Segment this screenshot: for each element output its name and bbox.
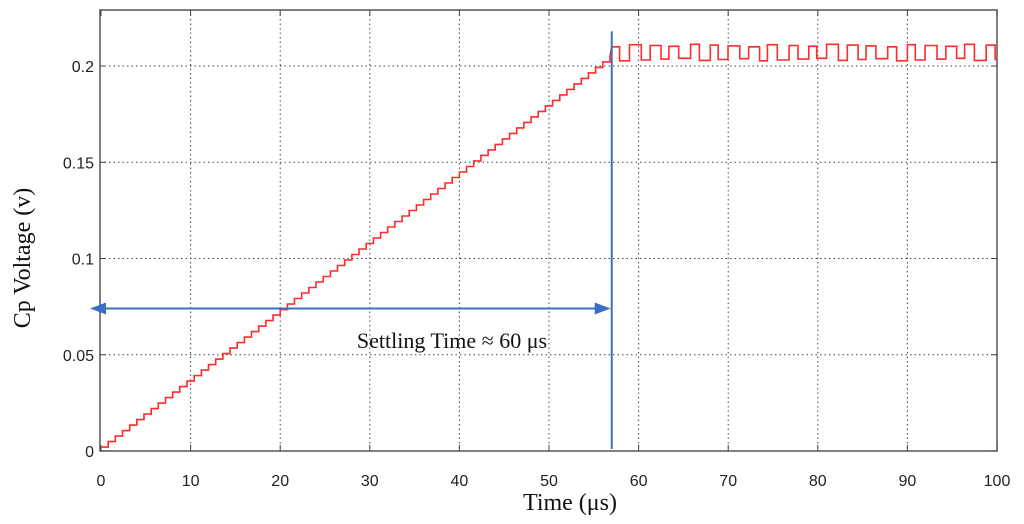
- x-tick-label: 90: [899, 473, 917, 490]
- x-tick-label: 0: [97, 473, 106, 490]
- x-tick-label: 100: [984, 473, 1011, 490]
- x-tick-label: 50: [540, 473, 558, 490]
- settling-time-label: Settling Time ≈ 60 μs: [357, 328, 547, 353]
- x-tick-label: 60: [630, 473, 648, 490]
- y-tick-label: 0.1: [72, 252, 94, 269]
- x-tick-labels: 0 10 20 30 40 50 60 70 80 90 100: [97, 473, 1011, 490]
- grid-lines: [100, 10, 997, 451]
- x-axis-label: Time (μs): [523, 490, 617, 516]
- series-line-cp-voltage: [101, 43, 997, 448]
- y-tick-labels: 0 0.05 0.1 0.15 0.2: [63, 59, 94, 461]
- y-tick-label: 0.2: [72, 59, 94, 76]
- y-tick-label: 0.05: [63, 348, 94, 365]
- y-tick-label: 0.15: [63, 155, 94, 172]
- x-tick-label: 40: [451, 473, 469, 490]
- axis-ticks: [100, 10, 998, 452]
- settling-time-annotation: [90, 31, 613, 449]
- arrow-head-left: [90, 302, 106, 315]
- x-tick-label: 70: [719, 473, 737, 490]
- arrow-head-right: [594, 302, 611, 315]
- x-tick-label: 20: [271, 473, 289, 490]
- y-axis-label: Cp Voltage (v): [10, 188, 36, 328]
- y-tick-label: 0: [85, 444, 94, 461]
- x-tick-label: 80: [809, 473, 827, 490]
- x-tick-label: 10: [182, 473, 200, 490]
- x-tick-label: 30: [361, 473, 379, 490]
